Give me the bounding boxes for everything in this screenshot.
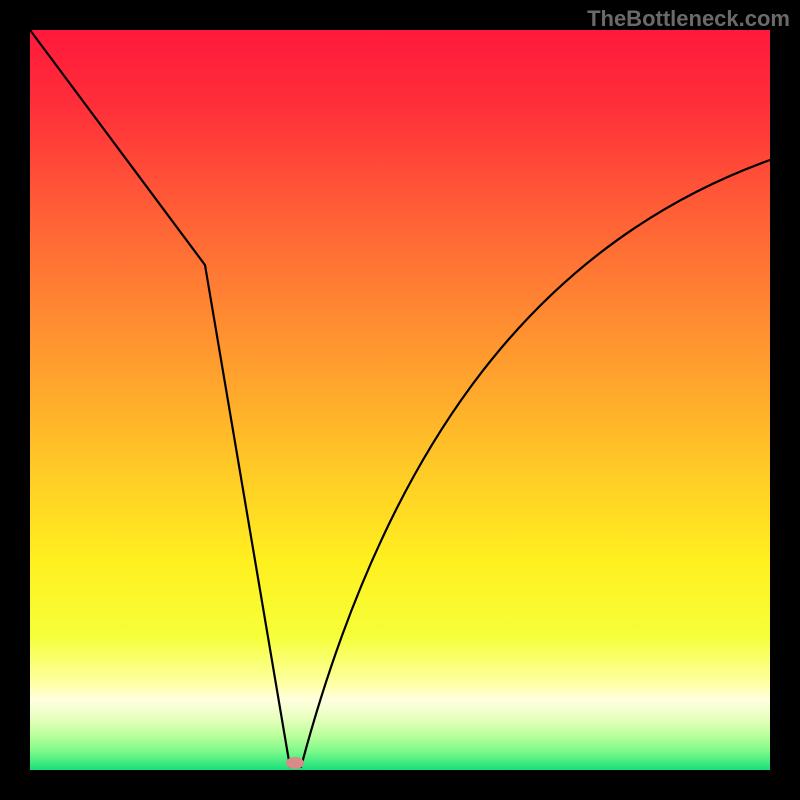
chart-container: TheBottleneck.com: [0, 0, 800, 800]
plot-area: [30, 30, 770, 770]
watermark-label: TheBottleneck.com: [587, 6, 790, 32]
optimal-point-marker: [286, 757, 304, 769]
bottleneck-chart: [0, 0, 800, 800]
